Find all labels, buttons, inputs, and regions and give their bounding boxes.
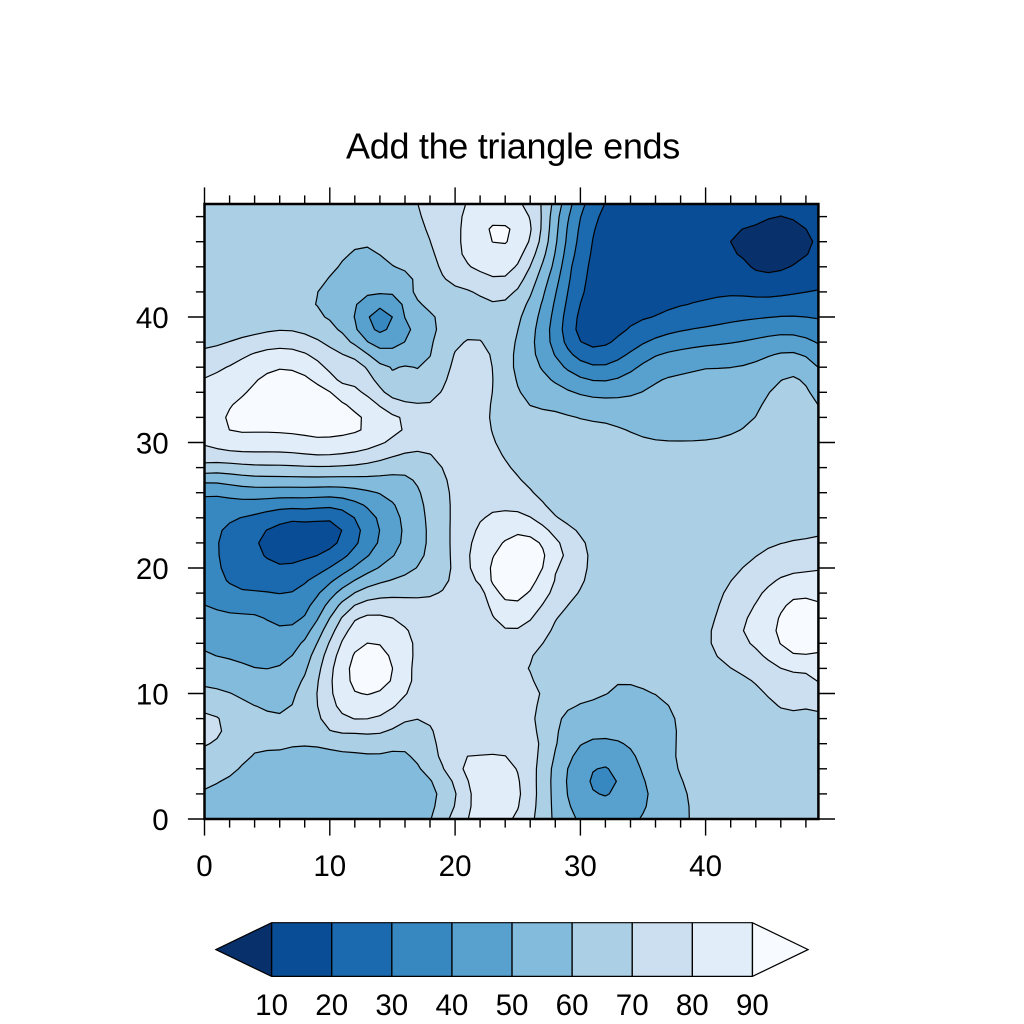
svg-text:30: 30 [136, 428, 169, 461]
svg-text:0: 0 [152, 804, 168, 837]
svg-text:20: 20 [136, 553, 169, 586]
svg-text:Add the triangle ends: Add the triangle ends [346, 126, 680, 167]
svg-text:30: 30 [564, 850, 597, 883]
svg-text:50: 50 [496, 989, 529, 1022]
svg-text:10: 10 [313, 850, 346, 883]
svg-text:30: 30 [375, 989, 408, 1022]
svg-text:90: 90 [736, 989, 769, 1022]
svg-text:70: 70 [616, 989, 649, 1022]
svg-text:40: 40 [435, 989, 468, 1022]
svg-text:40: 40 [136, 302, 169, 335]
svg-text:20: 20 [315, 989, 348, 1022]
svg-text:80: 80 [676, 989, 709, 1022]
svg-text:60: 60 [556, 989, 589, 1022]
svg-text:40: 40 [689, 850, 722, 883]
svg-text:10: 10 [255, 989, 288, 1022]
svg-text:20: 20 [439, 850, 472, 883]
svg-text:0: 0 [196, 850, 212, 883]
svg-text:10: 10 [136, 679, 169, 712]
